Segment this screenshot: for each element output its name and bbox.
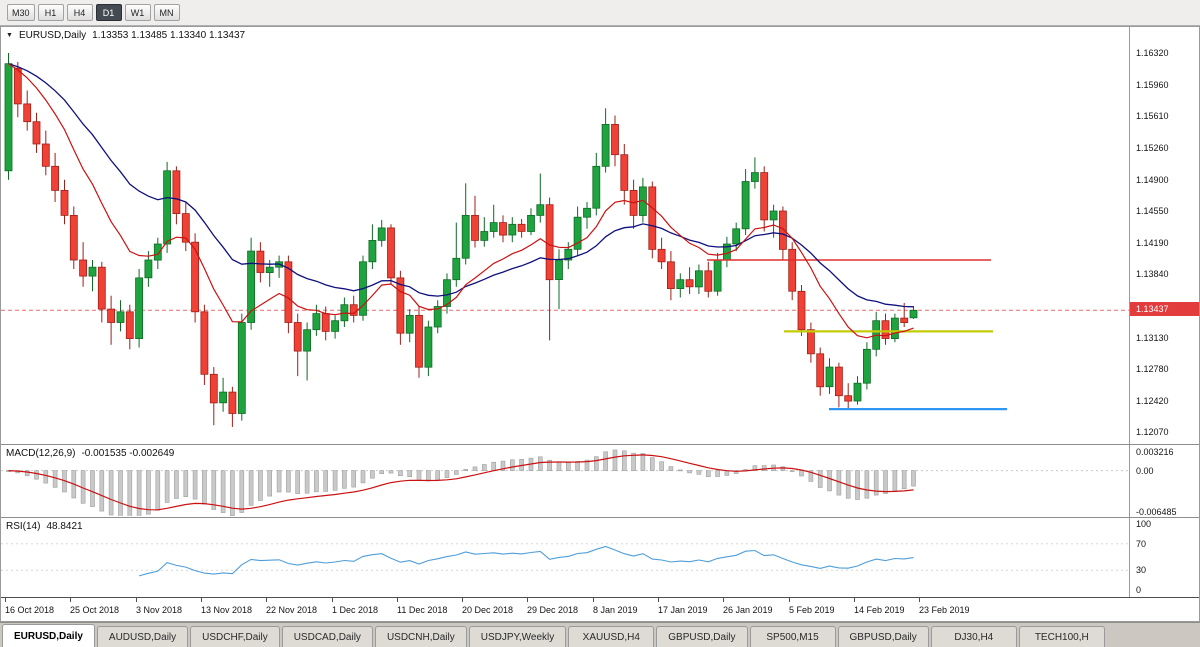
- scale-label: 1.15610: [1136, 111, 1169, 122]
- ohlc-values: 1.13353 1.13485 1.13340 1.13437: [92, 30, 246, 41]
- price-scale[interactable]: 1.16320 1.15960 1.15610 1.15260 1.14900 1.145…: [1129, 27, 1199, 444]
- chart-tab-tech100-h[interactable]: TECH100,H: [1018, 626, 1105, 647]
- timeframe-toolbar: M30 H1 H4 D1 W1 MN: [0, 0, 1200, 26]
- time-axis-tick: [5, 598, 6, 602]
- scale-label: 1.16320: [1136, 47, 1169, 58]
- time-axis-tick: [332, 598, 333, 602]
- macd-scale[interactable]: 0.003216 0.00 -0.006485: [1129, 445, 1199, 517]
- time-axis-tick: [201, 598, 202, 602]
- rsi-scale[interactable]: 100 70 30 0: [1129, 518, 1199, 597]
- scale-label: 0: [1136, 585, 1142, 595]
- timeframe-button-m30[interactable]: M30: [7, 4, 35, 21]
- timeframe-button-h4[interactable]: H4: [66, 4, 93, 21]
- rsi-label: RSI(14): [6, 521, 41, 532]
- timeframe-button-d1[interactable]: D1: [95, 4, 122, 21]
- time-axis-label: 8 Jan 2019: [593, 605, 638, 615]
- scale-label: 1.14190: [1136, 238, 1169, 249]
- current-price-badge: 1.13437: [1130, 302, 1199, 317]
- scale-label: 1.14900: [1136, 174, 1169, 185]
- time-axis-tick: [789, 598, 790, 602]
- time-axis-label: 29 Dec 2018: [527, 605, 579, 615]
- price-chart-canvas[interactable]: [1, 28, 1129, 443]
- time-axis-label: 25 Oct 2018: [70, 605, 120, 615]
- scale-label: 1.15960: [1136, 80, 1169, 91]
- chart-tab-usdjpy-weekly[interactable]: USDJPY,Weekly: [468, 626, 567, 647]
- time-axis-label: 16 Oct 2018: [5, 605, 55, 615]
- chart-tab-usdchf-daily[interactable]: USDCHF,Daily: [190, 626, 280, 647]
- time-axis-label: 17 Jan 2019: [658, 605, 708, 615]
- collapse-triangle-icon[interactable]: ▼: [6, 31, 13, 39]
- rsi-value: 48.8421: [46, 521, 83, 532]
- time-axis-tick: [919, 598, 920, 602]
- chart-window: 1.16320 1.15960 1.15610 1.15260 1.14900 1.145…: [0, 26, 1200, 622]
- scale-label: -0.006485: [1136, 507, 1177, 517]
- time-axis-tick: [723, 598, 724, 602]
- scale-label: 1.13130: [1136, 332, 1169, 343]
- time-axis-tick: [658, 598, 659, 602]
- macd-header: MACD(12,26,9) -0.001535 -0.002649: [6, 448, 174, 459]
- macd-canvas[interactable]: [1, 446, 1129, 516]
- chart-tab-sp500-m15[interactable]: SP500,M15: [749, 626, 836, 647]
- scale-label: 100: [1136, 519, 1152, 529]
- rsi-header: RSI(14) 48.8421: [6, 521, 83, 532]
- chart-tab-gbpusd-daily[interactable]: GBPUSD,Daily: [837, 626, 929, 647]
- price-panel: 1.16320 1.15960 1.15610 1.15260 1.14900 1.145…: [1, 27, 1199, 444]
- time-axis-tick: [527, 598, 528, 602]
- timeframe-button-w1[interactable]: W1: [124, 4, 151, 21]
- scale-label: 30: [1136, 565, 1147, 576]
- timeframe-button-h1[interactable]: H1: [37, 4, 64, 21]
- scale-label: 0.00: [1136, 465, 1154, 476]
- scale-label: 0.003216: [1136, 447, 1174, 457]
- time-axis-label: 20 Dec 2018: [462, 605, 514, 615]
- scale-label: 1.12780: [1136, 363, 1169, 374]
- timeframe-button-mn[interactable]: MN: [153, 4, 180, 21]
- time-axis-label: 22 Nov 2018: [266, 605, 318, 615]
- chart-tab-dj30-h4[interactable]: DJ30,H4: [930, 626, 1017, 647]
- chart-tab-gbpusd-daily[interactable]: GBPUSD,Daily: [656, 626, 748, 647]
- chart-tab-xauusd-h4[interactable]: XAUUSD,H4: [568, 626, 655, 647]
- chart-ohlc-header: ▼ EURUSD,Daily 1.13353 1.13485 1.13340 1…: [6, 30, 245, 41]
- time-axis-tick: [462, 598, 463, 602]
- time-axis-tick: [854, 598, 855, 602]
- time-axis-tick: [593, 598, 594, 602]
- chart-tabs: EURUSD,Daily AUDUSD,Daily USDCHF,Daily USDC…: [0, 622, 1200, 647]
- time-axis-label: 3 Nov 2018: [136, 605, 183, 615]
- chart-tab-eurusd-daily[interactable]: EURUSD,Daily: [2, 624, 95, 647]
- rsi-panel: 100 70 30 0 RSI(14) 48.8421: [1, 517, 1199, 597]
- scale-label: 1.12070: [1136, 427, 1169, 438]
- scale-label: 1.15260: [1136, 142, 1169, 153]
- symbol-label: EURUSD,Daily: [18, 30, 87, 41]
- time-axis-tick: [136, 598, 137, 602]
- time-axis-label: 5 Feb 2019: [789, 605, 835, 615]
- time-axis-label: 14 Feb 2019: [854, 605, 905, 615]
- time-axis-tick: [397, 598, 398, 602]
- chart-tab-usdcad-daily[interactable]: USDCAD,Daily: [281, 626, 373, 647]
- scale-label: 1.12420: [1136, 396, 1169, 407]
- macd-panel: 0.003216 0.00 -0.006485 MACD(12,26,9) -0.0…: [1, 444, 1199, 517]
- scale-label: 1.14550: [1136, 205, 1169, 216]
- time-axis-tick: [266, 598, 267, 602]
- macd-label: MACD(12,26,9): [6, 448, 76, 459]
- chart-tab-audusd-daily[interactable]: AUDUSD,Daily: [96, 626, 189, 647]
- time-axis-tick: [70, 598, 71, 602]
- rsi-canvas[interactable]: [1, 519, 1129, 595]
- time-axis-label: 11 Dec 2018: [397, 605, 448, 615]
- time-axis-label: 26 Jan 2019: [723, 605, 773, 615]
- time-axis-label: 23 Feb 2019: [919, 605, 970, 615]
- macd-values: -0.001535 -0.002649: [81, 448, 175, 459]
- scale-label: 1.13840: [1136, 269, 1169, 280]
- time-axis-label: 13 Nov 2018: [201, 605, 253, 615]
- scale-label: 70: [1136, 538, 1147, 549]
- chart-tab-usdcnh-daily[interactable]: USDCNH,Daily: [374, 626, 467, 647]
- time-axis[interactable]: 16 Oct 2018 25 Oct 2018 3 Nov 2018 13 Nov 2…: [1, 597, 1199, 621]
- time-axis-label: 1 Dec 2018: [332, 605, 379, 615]
